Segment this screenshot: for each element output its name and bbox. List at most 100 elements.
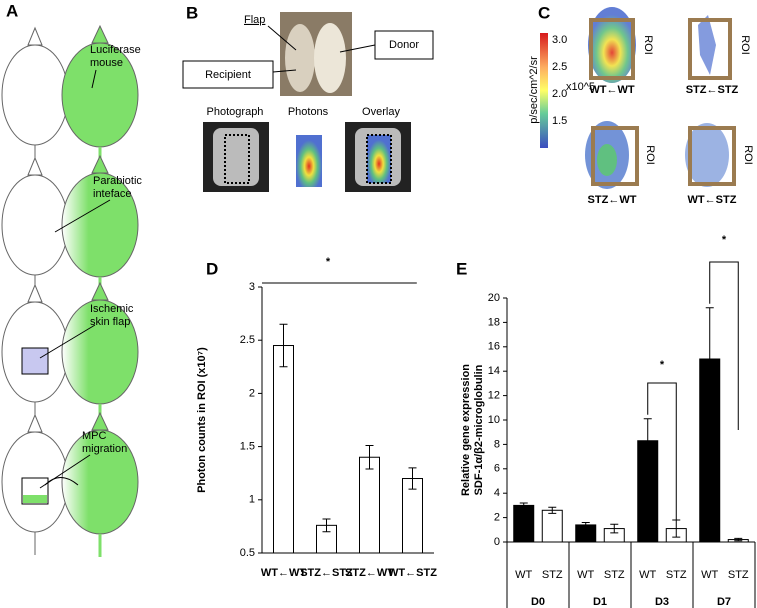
panel-letter: C (538, 3, 550, 22)
y-axis-label: SDF-1α/β2-microglobulin (473, 364, 485, 495)
x-tick-label: STZ←STZ (300, 567, 353, 579)
significance-bracket (647, 382, 677, 520)
photo-mice (285, 24, 315, 92)
pointer (339, 44, 376, 53)
bar (541, 509, 563, 543)
error-bar (548, 506, 557, 514)
colorbar (540, 33, 548, 148)
photo (296, 135, 322, 187)
y-tick-label: 2 (494, 512, 500, 524)
x-tick-label: WT←STZ (388, 567, 437, 579)
error-bar (734, 537, 743, 542)
y-axis-label: Photon counts in ROI (x10⁷) (196, 347, 208, 493)
x-tick-label: D7 (717, 596, 731, 608)
mouse-pair (1, 24, 139, 170)
error-bar (365, 445, 374, 470)
series-label: WT (701, 569, 718, 581)
label-box (182, 60, 274, 89)
panel-a: A (1, 1, 139, 557)
error-bar (408, 467, 417, 490)
series-label: WT (577, 569, 594, 581)
bar (402, 478, 423, 554)
panel-c: C p/sec/cm^2/sr x10^5 3.0 2.5 2.0 1.5 RO… (528, 3, 754, 205)
panel-letter: B (186, 3, 198, 22)
x-tick-label: WT←WT (261, 567, 306, 579)
y-tick-label: 4 (494, 487, 500, 499)
colorbar-tick: 3.0 (552, 34, 567, 46)
y-tick-label: 20 (488, 292, 500, 304)
series-label: WT (515, 569, 532, 581)
x-tick-label: D0 (531, 596, 545, 608)
y-tick-label: 3 (249, 281, 255, 293)
y-tick-label: 8 (494, 438, 500, 450)
series-label: STZ (666, 569, 687, 581)
photo (366, 134, 392, 184)
roi-label: ROI (642, 35, 654, 55)
error-bar (581, 521, 590, 528)
y-axis-label: Relative gene expression (460, 364, 472, 496)
x-tick-label: D3 (655, 596, 669, 608)
colorbar-tick: 2.5 (552, 61, 567, 73)
label: Recipient (205, 69, 251, 81)
panel-letter: A (6, 1, 18, 20)
y-tick-label: 10 (488, 414, 500, 426)
photo (224, 134, 250, 184)
roi-label: ROI (644, 145, 656, 165)
y-tick-label: 1 (249, 494, 255, 506)
label-box (374, 30, 434, 60)
y-tick-label: 18 (488, 316, 500, 328)
y-tick-label: 12 (488, 390, 500, 402)
error-bar (610, 523, 619, 534)
series-label: STZ (542, 569, 563, 581)
group-label: WT←WT (589, 84, 634, 96)
panel-label: Parabiotic (93, 175, 142, 187)
panel-label: mouse (90, 57, 123, 69)
error-bar (705, 307, 714, 411)
panel-label: Ischemic (90, 303, 134, 315)
panel-label: MPC (82, 430, 107, 442)
mouse-pair (1, 154, 139, 300)
roi-image: ROI WT←WT (588, 7, 654, 96)
roi-label: ROI (739, 35, 751, 55)
colorbar-tick: 1.5 (552, 115, 567, 127)
colorbar-scale: x10^5 (566, 81, 595, 93)
x-tick-label: STZ←WT (345, 567, 394, 579)
caption: Overlay (362, 106, 400, 118)
y-tick-label: 14 (488, 365, 500, 377)
y-tick-label: 1.5 (240, 441, 255, 453)
bar (359, 456, 380, 554)
panel-b: B Flap Donor Recipient Photograph Photon… (182, 3, 434, 192)
x-tick-label: D1 (593, 596, 607, 608)
pointer (272, 69, 297, 73)
panel-label: skin flap (90, 316, 130, 328)
panel-letter: E (456, 259, 467, 278)
series-label: WT (639, 569, 656, 581)
group-label: WT←STZ (688, 194, 737, 206)
y-tick-label: 0.5 (240, 547, 255, 559)
y-tick-label: 2 (249, 387, 255, 399)
error-bar (322, 518, 331, 533)
roi-image: ROI STZ←WT (585, 121, 656, 206)
panel-label: migration (82, 443, 127, 455)
roi-label: ROI (742, 145, 754, 165)
caption: Photons (288, 106, 329, 118)
photo-mice (314, 23, 346, 93)
y-tick-label: 6 (494, 463, 500, 475)
roi-image: ROI WT←STZ (685, 123, 754, 206)
bar (513, 504, 535, 543)
bar (273, 345, 294, 554)
series-label: STZ (604, 569, 625, 581)
error-bar (643, 418, 652, 464)
error-bar (519, 502, 528, 509)
panel-label: inteface (93, 188, 132, 200)
photo (213, 128, 259, 186)
pointer (267, 25, 297, 51)
mouse-pair (1, 281, 139, 427)
group-label: STZ←WT (588, 194, 637, 206)
significance: * (326, 256, 331, 268)
label: Donor (389, 39, 419, 51)
significance: * (660, 359, 665, 371)
mouse-pair (1, 411, 139, 557)
caption: Photograph (207, 106, 264, 118)
